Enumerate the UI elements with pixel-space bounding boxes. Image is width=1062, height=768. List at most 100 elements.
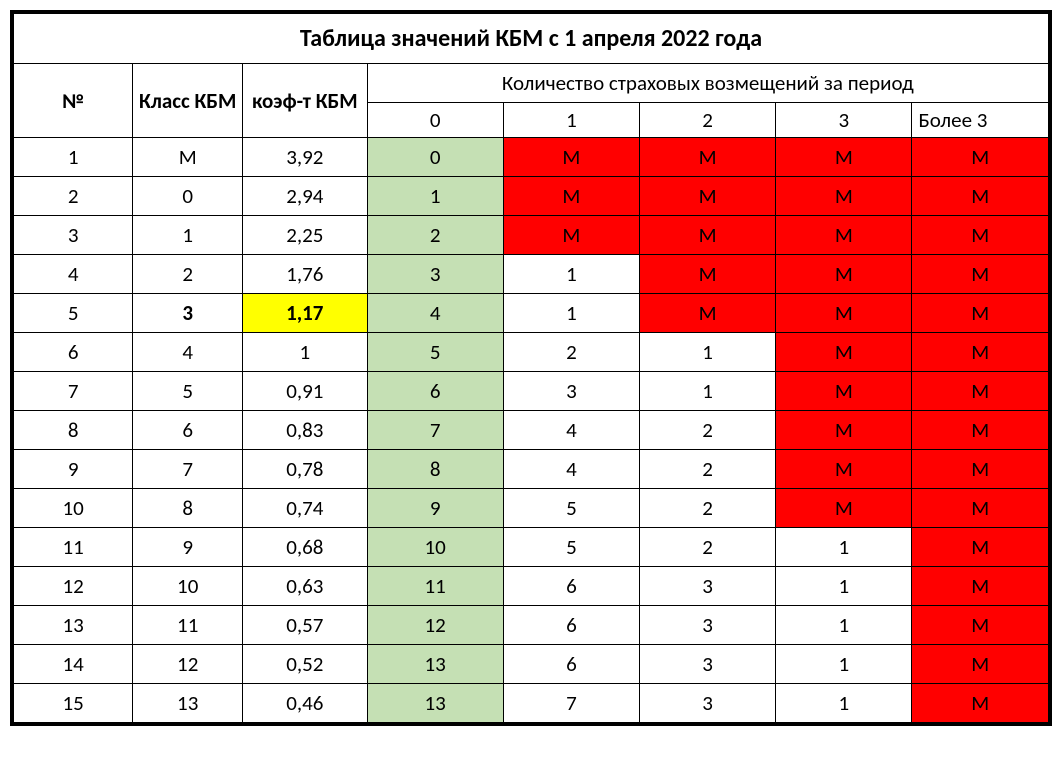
cell-data: М	[912, 645, 1049, 684]
cell-coef: 0,68	[243, 528, 368, 567]
cell-data: 12	[367, 606, 503, 645]
cell-data: М	[912, 294, 1049, 333]
cell-class: 5	[133, 372, 243, 411]
table-row: 750,91631ММ	[14, 372, 1049, 411]
cell-coef: 0,46	[243, 684, 368, 723]
kbm-table-container: Таблица значений КБМ с 1 апреля 2022 год…	[10, 10, 1052, 726]
cell-num: 14	[14, 645, 133, 684]
cell-coef: 2,94	[243, 177, 368, 216]
cell-data: М	[640, 216, 776, 255]
cell-coef: 0,83	[243, 411, 368, 450]
cell-coef: 0,57	[243, 606, 368, 645]
cell-data: 2	[640, 489, 776, 528]
table-row: 15130,4613731М	[14, 684, 1049, 723]
cell-class: 11	[133, 606, 243, 645]
cell-data: 5	[367, 333, 503, 372]
cell-num: 15	[14, 684, 133, 723]
cell-data: 6	[503, 567, 639, 606]
cell-class: 2	[133, 255, 243, 294]
cell-data: М	[912, 411, 1049, 450]
cell-coef: 1	[243, 333, 368, 372]
cell-data: 4	[503, 450, 639, 489]
sub-header-2: 2	[640, 103, 776, 138]
table-row: 312,252ММММ	[14, 216, 1049, 255]
cell-data: 8	[367, 450, 503, 489]
header-coef: коэф-т КБМ	[243, 64, 368, 138]
cell-data: 3	[503, 372, 639, 411]
cell-num: 13	[14, 606, 133, 645]
cell-num: 5	[14, 294, 133, 333]
table-row: 12100,6311631М	[14, 567, 1049, 606]
cell-data: 6	[367, 372, 503, 411]
cell-data: М	[640, 177, 776, 216]
sub-header-1: 1	[503, 103, 639, 138]
cell-data: 3	[640, 684, 776, 723]
cell-data: М	[912, 255, 1049, 294]
cell-num: 1	[14, 138, 133, 177]
cell-data: 4	[367, 294, 503, 333]
cell-data: М	[776, 333, 912, 372]
table-row: 202,941ММММ	[14, 177, 1049, 216]
cell-num: 2	[14, 177, 133, 216]
cell-coef: 0,91	[243, 372, 368, 411]
cell-data: 1	[640, 372, 776, 411]
cell-num: 6	[14, 333, 133, 372]
table-title: Таблица значений КБМ с 1 апреля 2022 год…	[14, 14, 1049, 64]
cell-coef: 1,76	[243, 255, 368, 294]
cell-data: 1	[503, 294, 639, 333]
cell-data: 9	[367, 489, 503, 528]
cell-class: 4	[133, 333, 243, 372]
header-group: Количество страховых возмещений за перио…	[367, 64, 1048, 103]
cell-class: 8	[133, 489, 243, 528]
cell-data: 7	[503, 684, 639, 723]
cell-coef: 0,78	[243, 450, 368, 489]
table-row: 970,78842ММ	[14, 450, 1049, 489]
header-class: Класс КБМ	[133, 64, 243, 138]
cell-data: 4	[503, 411, 639, 450]
cell-data: М	[640, 294, 776, 333]
cell-coef: 2,25	[243, 216, 368, 255]
cell-data: М	[776, 255, 912, 294]
cell-class: 0	[133, 177, 243, 216]
cell-data: 11	[367, 567, 503, 606]
cell-data: 7	[367, 411, 503, 450]
cell-data: 2	[640, 411, 776, 450]
cell-data: М	[912, 177, 1049, 216]
header-num: №	[14, 64, 133, 138]
table-row: 641521ММ	[14, 333, 1049, 372]
cell-data: М	[912, 489, 1049, 528]
cell-data: 1	[776, 684, 912, 723]
cell-num: 12	[14, 567, 133, 606]
cell-data: 3	[640, 606, 776, 645]
cell-data: М	[912, 372, 1049, 411]
cell-data: 1	[776, 606, 912, 645]
cell-data: 1	[640, 333, 776, 372]
cell-data: 6	[503, 606, 639, 645]
table-row: 1190,6810521М	[14, 528, 1049, 567]
table-row: 531,1741МММ	[14, 294, 1049, 333]
cell-data: 3	[640, 645, 776, 684]
cell-class: 1	[133, 216, 243, 255]
cell-data: 13	[367, 684, 503, 723]
cell-data: М	[912, 216, 1049, 255]
table-header: Таблица значений КБМ с 1 апреля 2022 год…	[14, 14, 1049, 138]
cell-data: 10	[367, 528, 503, 567]
cell-data: М	[912, 333, 1049, 372]
cell-data: 1	[776, 645, 912, 684]
cell-data: М	[912, 684, 1049, 723]
cell-coef: 3,92	[243, 138, 368, 177]
cell-class: 10	[133, 567, 243, 606]
cell-data: 6	[503, 645, 639, 684]
cell-coef: 0,63	[243, 567, 368, 606]
cell-data: 3	[367, 255, 503, 294]
cell-coef: 1,17	[243, 294, 368, 333]
cell-data: М	[776, 450, 912, 489]
cell-num: 8	[14, 411, 133, 450]
cell-num: 3	[14, 216, 133, 255]
cell-data: 1	[367, 177, 503, 216]
title-row: Таблица значений КБМ с 1 апреля 2022 год…	[14, 14, 1049, 64]
table-row: 1080,74952ММ	[14, 489, 1049, 528]
header-row-1: № Класс КБМ коэф-т КБМ Количество страхо…	[14, 64, 1049, 103]
cell-data: М	[912, 606, 1049, 645]
cell-data: М	[503, 216, 639, 255]
